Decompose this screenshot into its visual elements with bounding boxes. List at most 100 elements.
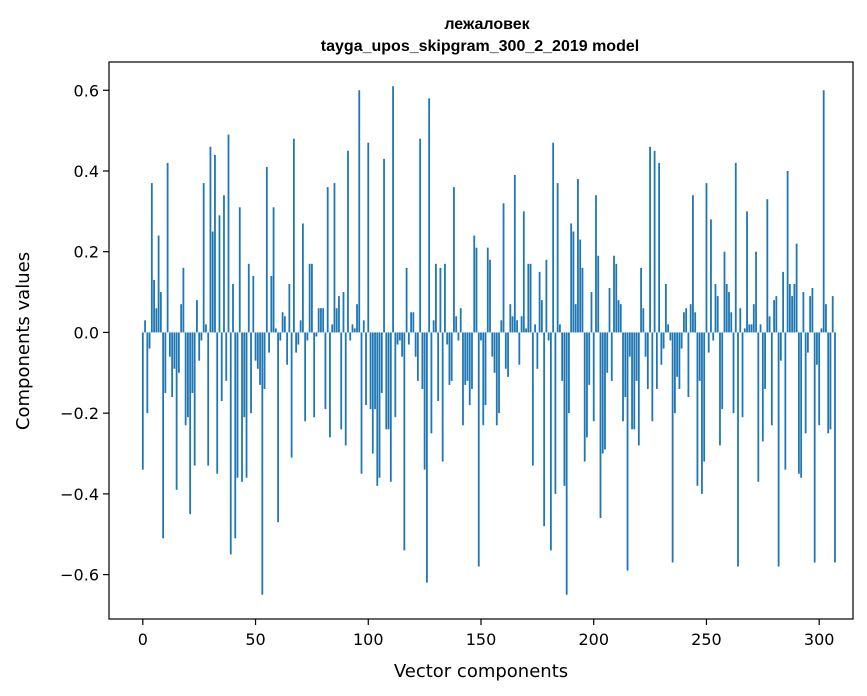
bar	[281, 312, 284, 333]
bar	[678, 332, 681, 389]
bar	[592, 332, 595, 422]
bar	[793, 283, 796, 333]
bar	[428, 98, 431, 333]
bar	[604, 332, 606, 450]
bar	[444, 263, 446, 333]
bar	[748, 324, 751, 333]
bar	[459, 308, 462, 333]
bar	[660, 332, 663, 365]
bar	[683, 312, 685, 333]
bar	[809, 296, 812, 333]
bar	[741, 332, 744, 418]
bar	[412, 312, 415, 333]
bar	[635, 332, 638, 381]
bar	[396, 332, 399, 345]
bar	[311, 263, 313, 333]
bar	[333, 183, 336, 333]
bar	[410, 312, 413, 333]
bar	[407, 332, 410, 345]
bar	[367, 142, 370, 333]
bar	[538, 271, 541, 333]
bar	[696, 332, 699, 486]
bar	[202, 183, 205, 333]
bar	[714, 283, 717, 333]
bar	[358, 90, 361, 333]
bar	[721, 332, 724, 410]
bar	[290, 332, 293, 458]
bar	[229, 332, 232, 555]
bar	[583, 332, 586, 462]
bar	[401, 332, 403, 357]
bar	[141, 332, 144, 470]
bar	[439, 267, 442, 333]
bar	[241, 332, 243, 482]
bar	[518, 332, 521, 365]
bar	[414, 332, 417, 357]
bar	[272, 207, 275, 333]
bar	[831, 296, 834, 333]
bar	[326, 187, 329, 333]
bar	[191, 332, 194, 393]
bar	[547, 332, 550, 341]
bar	[737, 332, 739, 567]
bar	[746, 211, 748, 333]
bar	[374, 332, 376, 410]
bar	[265, 166, 268, 333]
bar	[556, 183, 559, 333]
bar	[324, 332, 327, 410]
bar	[495, 332, 498, 426]
bar	[182, 267, 185, 333]
bar	[608, 288, 611, 333]
bar	[313, 332, 316, 418]
bar	[209, 146, 212, 333]
bar	[144, 320, 146, 333]
bar	[320, 308, 322, 333]
bar	[653, 150, 656, 333]
bar	[295, 332, 298, 353]
bar	[716, 296, 719, 333]
bar	[232, 283, 234, 333]
bar	[227, 134, 230, 333]
bar	[196, 300, 198, 333]
bar	[662, 332, 665, 349]
bar	[520, 316, 523, 333]
bar	[245, 332, 248, 478]
bar	[642, 308, 645, 333]
bar	[570, 223, 573, 333]
bar	[162, 332, 165, 539]
bar	[365, 332, 367, 406]
bar	[489, 259, 491, 333]
bar	[527, 263, 530, 333]
bar	[572, 231, 575, 333]
x-axis-ticks: 0 50 100 150 200 250 300	[138, 619, 834, 649]
bar	[254, 332, 257, 361]
bar	[743, 328, 746, 333]
bar	[595, 195, 597, 333]
bar	[148, 332, 151, 349]
bar	[568, 332, 570, 414]
bar	[464, 332, 467, 385]
bar	[356, 304, 358, 333]
bar	[392, 86, 394, 333]
bar	[719, 332, 721, 446]
bar	[482, 332, 485, 426]
bar	[457, 332, 460, 341]
bar	[338, 296, 340, 333]
bar	[732, 332, 735, 414]
bar	[252, 275, 255, 333]
bar	[502, 203, 505, 333]
bar	[786, 170, 789, 333]
bar	[712, 332, 715, 341]
bar	[590, 292, 593, 333]
bar	[360, 332, 363, 474]
bar	[462, 332, 464, 426]
bar	[811, 288, 814, 333]
bar	[435, 263, 437, 333]
bar	[159, 292, 162, 333]
bar	[525, 328, 527, 333]
bar	[279, 332, 282, 341]
bar	[437, 332, 440, 402]
bar	[353, 328, 356, 333]
